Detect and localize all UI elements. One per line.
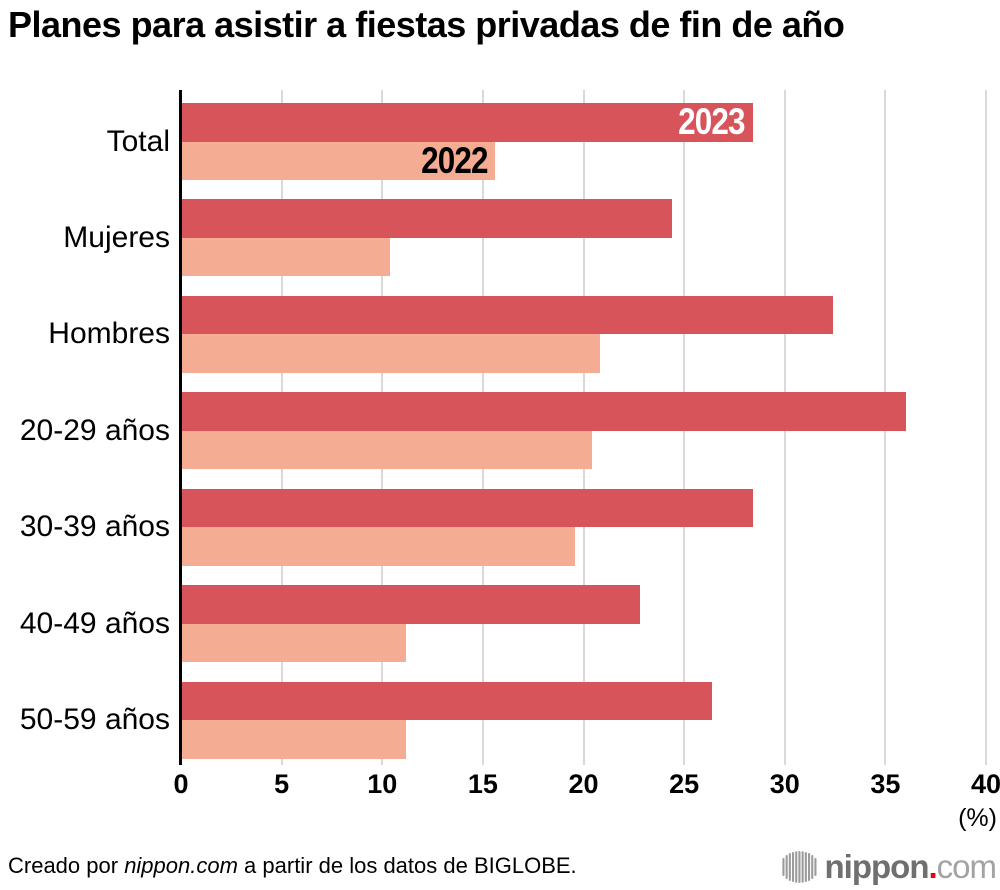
bar-2023-3 bbox=[181, 295, 834, 335]
x-tick-label-0: 0 bbox=[173, 769, 189, 799]
series-label-2023: 2023 bbox=[678, 101, 745, 142]
x-tick-label-20: 20 bbox=[568, 769, 599, 799]
chart-title: Planes para asistir a fiestas privadas d… bbox=[8, 4, 845, 45]
category-label-7: 50-59 años bbox=[19, 703, 170, 737]
plot-area: 2023 2022 bbox=[179, 90, 987, 765]
logo-dot: . bbox=[928, 848, 937, 885]
bar-2023-7 bbox=[181, 681, 713, 721]
credit-line: Creado por nippon.com a partir de los da… bbox=[8, 853, 577, 879]
x-tick-label-30: 30 bbox=[769, 769, 800, 799]
credit-source: nippon.com bbox=[124, 853, 238, 878]
category-label-3: Hombres bbox=[48, 317, 170, 351]
bar-2022-1: 2022 bbox=[181, 139, 495, 181]
x-axis: 0 5 10 15 20 25 30 35 40 bbox=[173, 769, 1000, 803]
credit-suffix: a partir de los datos de BIGLOBE. bbox=[237, 853, 577, 878]
x-tick-label-40: 40 bbox=[970, 769, 1000, 799]
category-label-1: Total bbox=[106, 124, 170, 158]
bar-2022-5 bbox=[181, 527, 576, 566]
category-label-4: 20-29 años bbox=[19, 413, 170, 447]
y-axis-line bbox=[179, 90, 182, 765]
series-label-2022: 2022 bbox=[420, 139, 488, 181]
logo-tld: com bbox=[936, 848, 997, 885]
x-tick-label-15: 15 bbox=[467, 769, 498, 799]
soundwave-bars-icon bbox=[781, 851, 817, 883]
bar-2022-3 bbox=[181, 334, 600, 373]
x-axis-unit-label: (%) bbox=[958, 804, 997, 832]
x-tick-label-25: 25 bbox=[669, 769, 700, 799]
bar-2023-6 bbox=[181, 585, 640, 624]
bar-2023-4 bbox=[181, 392, 906, 431]
nippon-logo: nippon.com bbox=[781, 845, 997, 889]
category-label-2: Mujeres bbox=[63, 220, 170, 254]
x-tick-label-35: 35 bbox=[870, 769, 901, 799]
bar-2023-1: 2023 bbox=[181, 101, 753, 142]
x-tick-label-5: 5 bbox=[274, 769, 290, 799]
bar-2022-6 bbox=[181, 623, 407, 663]
bar-2022-2 bbox=[181, 237, 391, 277]
category-axis: Total Mujeres Hombres 20-29 años 30-39 años 4… bbox=[0, 90, 170, 765]
category-label-5: 30-39 años bbox=[19, 510, 170, 544]
bar-2022-4 bbox=[181, 430, 592, 470]
credit-prefix: Creado por bbox=[8, 853, 125, 878]
bar-2022-7 bbox=[181, 720, 407, 759]
bar-2023-2 bbox=[181, 199, 673, 238]
gridline-40 bbox=[985, 90, 987, 765]
logo-brand: nippon bbox=[824, 848, 930, 885]
nippon-logo-text: nippon.com bbox=[824, 848, 997, 886]
bar-2023-5 bbox=[181, 488, 753, 528]
x-tick-label-10: 10 bbox=[367, 769, 398, 799]
category-label-6: 40-49 años bbox=[19, 606, 170, 640]
